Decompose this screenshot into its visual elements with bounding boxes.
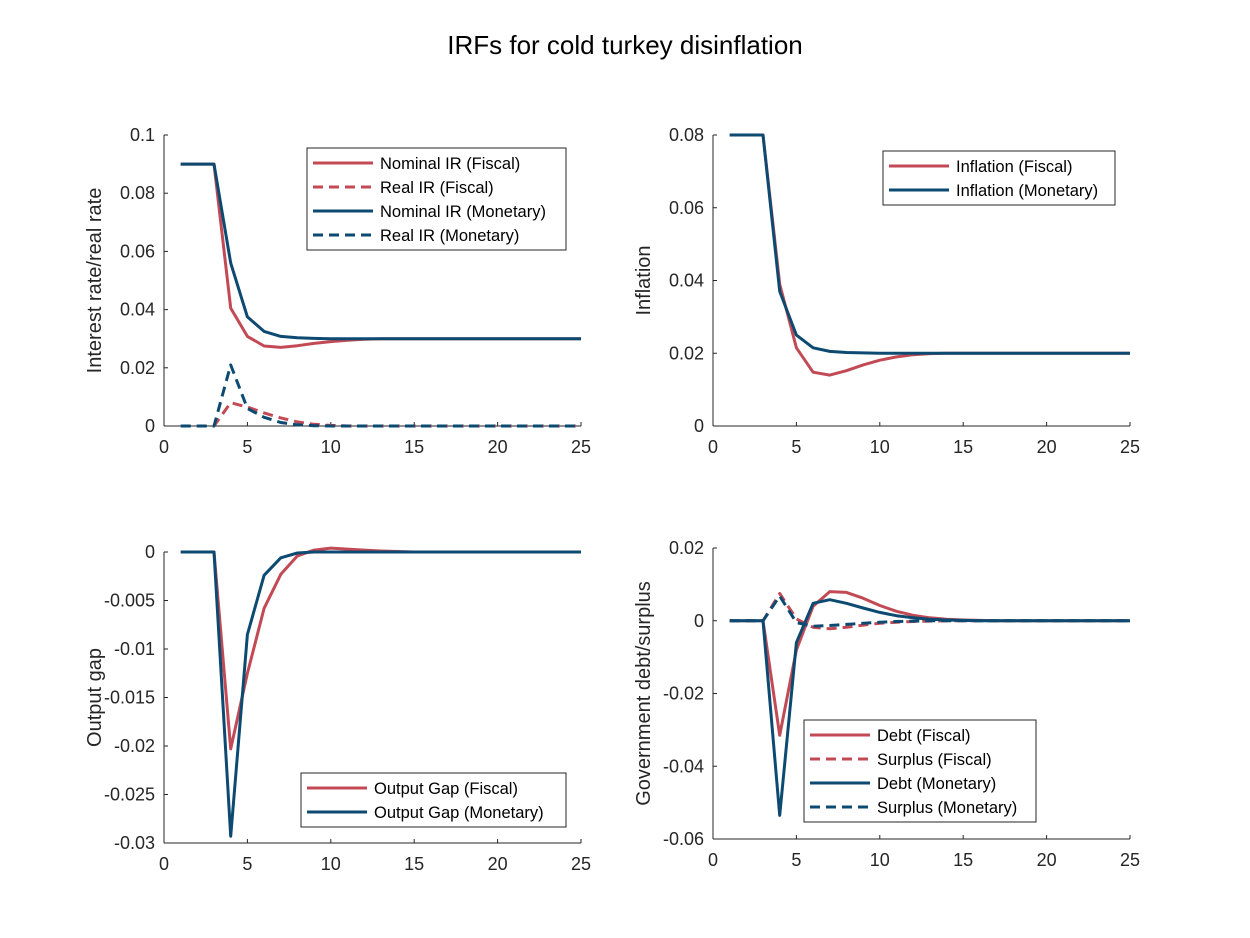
- legend-label: Output Gap (Monetary): [374, 804, 544, 822]
- x-tick-label: 25: [571, 437, 591, 457]
- series-line-4: [729, 594, 1130, 628]
- legend-label: Debt (Monetary): [877, 775, 996, 793]
- y-tick-label: 0.02: [120, 358, 155, 378]
- y-tick-label: 0: [694, 611, 704, 631]
- y-tick-label: -0.06: [663, 829, 704, 849]
- y-tick-label: -0.005: [104, 591, 155, 611]
- x-tick-label: 20: [1037, 850, 1057, 870]
- x-tick-label: 10: [870, 437, 890, 457]
- y-axis-label: Inflation: [633, 245, 655, 315]
- series-line-2: [180, 401, 581, 428]
- legend: Debt (Fiscal) Surplus (Fiscal) Debt (Monet…: [803, 719, 1037, 823]
- legend-label: Inflation (Monetary): [956, 182, 1098, 200]
- x-tick-label: 20: [488, 854, 508, 874]
- y-tick-label: 0.04: [120, 300, 155, 320]
- x-tick-label: 5: [791, 437, 801, 457]
- legend-label: Surplus (Fiscal): [877, 751, 992, 769]
- y-tick-label: 0.06: [669, 198, 704, 218]
- legend-label: Output Gap (Fiscal): [374, 780, 518, 798]
- x-tick-label: 0: [708, 850, 718, 870]
- legend-box: [803, 719, 1037, 823]
- y-tick-label: -0.03: [114, 833, 155, 853]
- legend-box: [306, 147, 567, 251]
- legend-label: Nominal IR (Monetary): [380, 203, 546, 221]
- figure-title: IRFs for cold turkey disinflation: [447, 30, 803, 60]
- y-tick-label: 0.02: [669, 538, 704, 558]
- x-tick-label: 10: [870, 850, 890, 870]
- y-tick-label: 0.1: [130, 125, 155, 145]
- subplot-4: 0 5 10 15 20 25 -0.06 -0.04 -0.02 0 0.02 Government…: [633, 538, 1140, 870]
- y-tick-label: -0.01: [114, 639, 155, 659]
- y-axis-label: Government debt/surplus: [633, 581, 655, 806]
- x-tick-label: 5: [791, 850, 801, 870]
- y-axis-label: Output gap: [84, 648, 106, 747]
- legend-box: [300, 772, 567, 828]
- x-tick-label: 15: [953, 437, 973, 457]
- x-tick-label: 0: [159, 854, 169, 874]
- x-tick-label: 20: [1037, 437, 1057, 457]
- y-tick-label: 0.06: [120, 241, 155, 261]
- y-tick-label: 0.04: [669, 271, 704, 291]
- y-tick-label: 0: [145, 416, 155, 436]
- y-tick-label: -0.025: [104, 785, 155, 805]
- legend-label: Real IR (Fiscal): [380, 179, 494, 197]
- y-tick-label: 0: [145, 542, 155, 562]
- series-line-2: [180, 550, 581, 838]
- y-tick-label: 0.08: [120, 183, 155, 203]
- y-tick-label: -0.02: [114, 736, 155, 756]
- y-axis-label: Interest rate/real rate: [84, 188, 106, 374]
- x-tick-label: 25: [1120, 850, 1140, 870]
- x-tick-label: 15: [404, 854, 424, 874]
- x-tick-label: 0: [159, 437, 169, 457]
- subplot-1: 0 5 10 15 20 25 0 0.02 0.04 0.06 0.08 0.1 Interest r…: [84, 125, 591, 457]
- y-tick-label: 0: [694, 416, 704, 436]
- legend-box: [882, 150, 1116, 206]
- x-tick-label: 25: [571, 854, 591, 874]
- y-tick-label: 0.02: [669, 343, 704, 363]
- x-tick-label: 25: [1120, 437, 1140, 457]
- x-tick-label: 10: [321, 854, 341, 874]
- subplot-2: 0 5 10 15 20 25 0 0.02 0.04 0.06 0.08 Inflation Infl…: [633, 125, 1140, 457]
- y-tick-label: -0.015: [104, 688, 155, 708]
- x-tick-label: 5: [242, 854, 252, 874]
- legend-label: Surplus (Monetary): [877, 799, 1017, 817]
- x-tick-label: 15: [404, 437, 424, 457]
- legend-label: Nominal IR (Fiscal): [380, 155, 520, 173]
- legend-label: Inflation (Fiscal): [956, 158, 1072, 176]
- series-line-2: [729, 133, 1130, 355]
- legend: Inflation (Fiscal) Inflation (Monetary): [882, 150, 1116, 206]
- legend: Nominal IR (Fiscal) Real IR (Fiscal) Nomin…: [306, 147, 567, 251]
- subplot-3: 0 5 10 15 20 25 -0.03 -0.025 -0.02 -0.015 -0.01 -0.…: [84, 542, 591, 874]
- x-tick-label: 5: [242, 437, 252, 457]
- y-tick-label: -0.02: [663, 684, 704, 704]
- x-tick-label: 10: [321, 437, 341, 457]
- x-tick-label: 0: [708, 437, 718, 457]
- legend-label: Debt (Fiscal): [877, 727, 971, 745]
- legend: Output Gap (Fiscal) Output Gap (Monetary): [300, 772, 567, 828]
- x-tick-label: 15: [953, 850, 973, 870]
- series-line-3: [180, 162, 581, 341]
- y-tick-label: -0.04: [663, 756, 704, 776]
- legend-label: Real IR (Monetary): [380, 227, 519, 245]
- series-line-3: [729, 598, 1130, 817]
- x-tick-label: 20: [488, 437, 508, 457]
- y-tick-label: 0.08: [669, 125, 704, 145]
- series-line-4: [180, 363, 581, 428]
